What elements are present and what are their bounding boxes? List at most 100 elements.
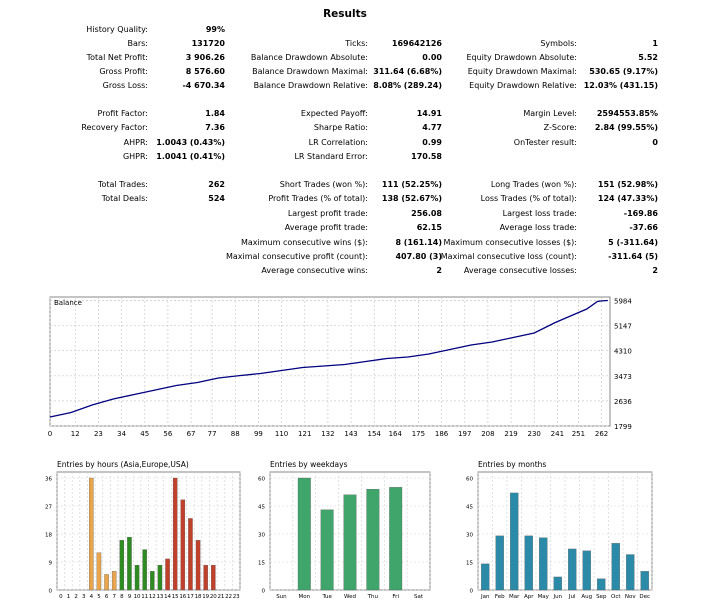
stat-value: 7.36 <box>205 123 225 132</box>
report-title: Results <box>323 8 367 20</box>
bar-x-tick-label: 13 <box>156 594 163 600</box>
bar-plot-frame <box>477 471 653 591</box>
stat-label: Gross Profit: <box>99 67 148 76</box>
bar <box>165 558 170 591</box>
bar <box>539 537 548 591</box>
stat-label: Equity Drawdown Relative: <box>469 81 577 90</box>
stat-label: Equity Drawdown Absolute: <box>466 53 577 62</box>
bar-x-tick-label: Nov <box>625 594 636 600</box>
bar-x-tick-label: 20 <box>210 594 217 600</box>
stat-label: History Quality: <box>86 25 148 34</box>
bar-x-tick-label: 7 <box>112 594 116 600</box>
bar <box>510 492 519 591</box>
stat-label: Profit Factor: <box>97 109 148 118</box>
bar <box>366 489 380 591</box>
balance-x-tick-label: 45 <box>140 430 149 438</box>
bar <box>495 535 504 591</box>
balance-x-tick-label: 67 <box>187 430 196 438</box>
balance-x-tick-label: 154 <box>368 430 382 438</box>
stat-value: 2 <box>436 266 442 275</box>
stat-label: LR Standard Error: <box>294 152 368 161</box>
bar-x-tick-label: Apr <box>524 594 534 600</box>
bar <box>150 571 155 591</box>
bar <box>180 499 186 591</box>
bar-x-tick-label: Thu <box>367 594 378 600</box>
bar-x-tick-label: 0 <box>59 594 63 600</box>
balance-x-tick-label: 132 <box>321 430 334 438</box>
bar-x-tick-label: Mar <box>509 594 520 600</box>
balance-x-tick-label: 56 <box>163 430 172 438</box>
bar-y-tick-label: 9 <box>49 561 53 567</box>
bar-x-tick-label: Jul <box>568 594 576 600</box>
balance-x-tick-label: 34 <box>117 430 126 438</box>
stat-value: 530.65 (9.17%) <box>589 67 658 76</box>
stat-value: 5 (-311.64) <box>608 238 658 247</box>
stat-label: Loss Trades (% of total): <box>480 194 577 203</box>
stat-value: 124 (47.33%) <box>597 194 658 203</box>
bar-x-tick-label: Tue <box>321 594 332 600</box>
stat-label: Z-Score: <box>543 123 577 132</box>
stat-value: -4 670.34 <box>182 81 225 90</box>
bar-y-tick-label: 15 <box>466 561 473 567</box>
bar <box>389 487 403 591</box>
stat-label: Expected Payoff: <box>300 109 368 118</box>
stat-value: 111 (52.25%) <box>381 180 442 189</box>
stat-label: Long Trades (won %): <box>490 180 577 189</box>
bar-x-tick-label: Sep <box>596 594 607 600</box>
stat-value: -311.64 (5) <box>608 252 658 261</box>
stat-label: Total Net Profit: <box>86 53 148 62</box>
stat-value: 2 <box>652 266 658 275</box>
bar-x-tick-label: 3 <box>82 594 86 600</box>
bar-x-tick-label: Aug <box>581 594 592 600</box>
stat-label: AHPR: <box>123 138 148 147</box>
stat-value: 62.15 <box>416 223 442 232</box>
stat-label: Maximal consecutive profit (count): <box>225 252 368 261</box>
stat-value: 138 (52.67%) <box>381 194 442 203</box>
stat-label: Margin Level: <box>523 109 577 118</box>
stat-value: -169.86 <box>623 209 658 218</box>
bar <box>195 540 201 591</box>
stat-value: 311.64 (6.68%) <box>373 67 442 76</box>
stat-value: 1 <box>652 39 658 48</box>
stat-label: Total Trades: <box>98 180 148 189</box>
bar-x-tick-label: 1 <box>67 594 71 600</box>
balance-x-tick-label: 208 <box>481 430 494 438</box>
balance-y-tick-label: 5147 <box>614 323 632 331</box>
bar-y-tick-label: 0 <box>470 589 474 595</box>
balance-x-tick-label: 110 <box>275 430 288 438</box>
balance-y-tick-label: 4310 <box>614 348 632 356</box>
balance-chart-title: Balance <box>54 299 82 307</box>
bar <box>640 571 649 591</box>
bar-x-tick-label: 23 <box>233 594 240 600</box>
balance-x-tick-label: 230 <box>528 430 541 438</box>
stat-label: Short Trades (won %): <box>279 180 368 189</box>
stat-label: Maximal consecutive loss (count): <box>440 252 577 261</box>
stat-value: 256.08 <box>411 209 442 218</box>
balance-series-line <box>49 299 608 418</box>
bar <box>157 564 163 591</box>
stat-label: Balance Drawdown Maximal: <box>252 67 368 76</box>
stat-label: Average profit trade: <box>284 223 368 232</box>
stat-value: 5.52 <box>638 53 658 62</box>
bar-x-tick-label: 6 <box>105 594 109 600</box>
stat-value: 14.91 <box>416 109 442 118</box>
bar <box>524 535 533 591</box>
stat-value: 3 906.26 <box>185 53 225 62</box>
bar-plot-frame <box>56 471 241 591</box>
bar-x-tick-label: 14 <box>164 594 171 600</box>
stat-value: 0.99 <box>422 138 442 147</box>
bar <box>568 548 577 591</box>
bar-y-tick-label: 45 <box>466 505 473 511</box>
bar-x-tick-label: 11 <box>141 594 148 600</box>
bar <box>142 549 147 591</box>
stat-label: Balance Drawdown Absolute: <box>250 53 368 62</box>
stat-value: 1.84 <box>205 109 225 118</box>
bar-y-tick-label: 60 <box>258 477 265 483</box>
bar-y-tick-label: 60 <box>466 477 473 483</box>
bar-y-tick-label: 27 <box>45 505 52 511</box>
bar <box>611 543 620 591</box>
bar-y-tick-label: 18 <box>45 533 52 539</box>
balance-x-tick-label: 164 <box>389 430 403 438</box>
bar-y-tick-label: 0 <box>262 589 266 595</box>
bar-x-tick-label: 8 <box>120 594 124 600</box>
